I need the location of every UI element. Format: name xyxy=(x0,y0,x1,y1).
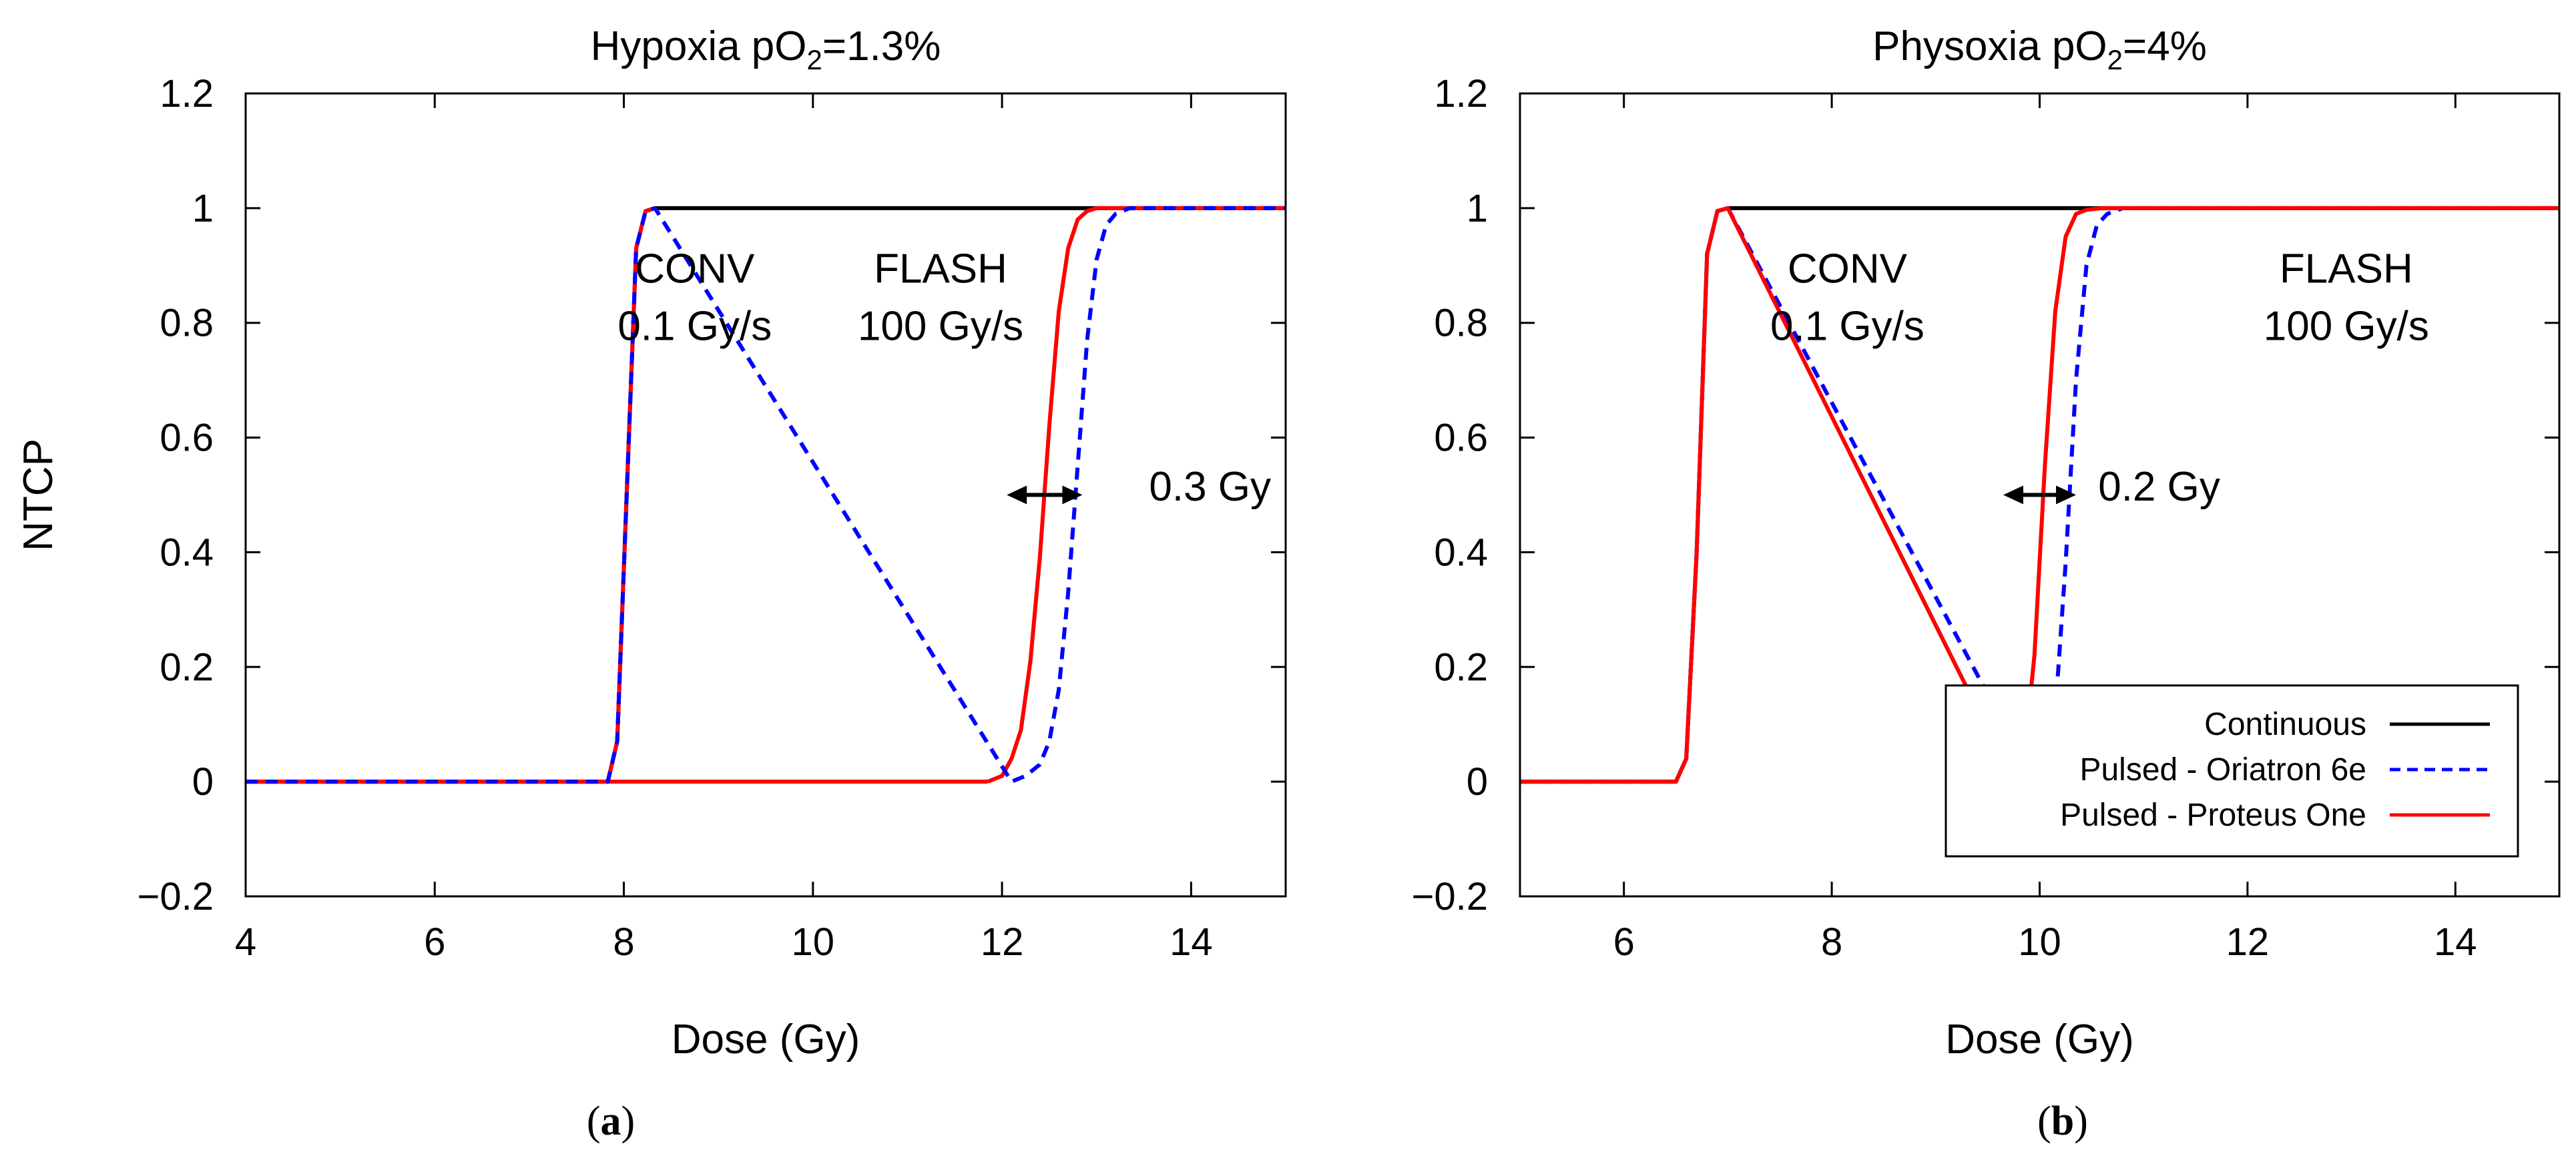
chart-title-subscript: 2 xyxy=(807,44,822,75)
legend: Continuous Pulsed - Oriatron 6e Pulsed - P… xyxy=(1945,684,2519,858)
panel-caption-letter: b xyxy=(2051,1099,2074,1144)
difference-arrow-head-right xyxy=(1062,485,1083,505)
y-tick-label: 1.2 xyxy=(1434,72,1488,115)
chart-title: Physoxia pO2=4% xyxy=(1872,23,2207,75)
chart-title-subscript: 2 xyxy=(2107,44,2123,75)
x-tick-label: 4 xyxy=(235,920,256,964)
x-axis-label: Dose (Gy) xyxy=(1945,1016,2133,1063)
annotation-text: FLASH xyxy=(2280,246,2413,292)
y-tick-label: 1 xyxy=(192,187,214,230)
y-tick-label: 0 xyxy=(1467,760,1488,804)
y-tick-label: 1 xyxy=(1467,187,1488,230)
panel-caption-open: ( xyxy=(587,1099,601,1144)
panel-b-chart: Physoxia pO2=4% −0.2 0 0.2 0.4 0.6 0.8 1 1.2 6 8 10… xyxy=(1412,23,2561,1063)
x-tick-label: 6 xyxy=(424,920,445,964)
panel-caption: (b) xyxy=(2037,1099,2088,1144)
series-line-continuous xyxy=(246,206,1286,784)
annotation-text: 0.1 Gy/s xyxy=(1770,303,1924,349)
annotation-text: 0.1 Gy/s xyxy=(617,303,772,349)
panel-caption: (a) xyxy=(587,1099,635,1144)
legend-box xyxy=(1945,684,2519,858)
annotation-text: CONV xyxy=(635,246,755,292)
chart-title-main: Physoxia pO xyxy=(1872,23,2107,69)
annotation-text: 0.3 Gy xyxy=(1149,464,1271,510)
y-axis-label: NTCP xyxy=(15,439,61,551)
annotation-text: 100 Gy/s xyxy=(858,303,1023,349)
legend-label: Continuous xyxy=(2204,707,2366,742)
difference-arrow-head-left xyxy=(2003,485,2024,505)
y-tick-label: 0.4 xyxy=(1434,531,1488,574)
panel-caption-close: ) xyxy=(621,1099,635,1144)
x-tick-label: 8 xyxy=(613,920,634,964)
x-tick-label: 6 xyxy=(1613,920,1635,964)
series-line-pulsed-proteus-one xyxy=(987,206,1286,784)
chart-title: Hypoxia pO2=1.3% xyxy=(591,23,941,75)
y-tick-label: −0.2 xyxy=(138,875,214,918)
x-tick-label: 14 xyxy=(1170,920,1213,964)
series-line-pulsed-oriatron-6e xyxy=(246,206,1286,784)
plot-frame xyxy=(244,92,1287,898)
chart-title-main: Hypoxia pO xyxy=(591,23,807,69)
annotation-text: CONV xyxy=(1788,246,1908,292)
y-tick-label: 0.2 xyxy=(1434,645,1488,689)
y-tick-label: 0.2 xyxy=(160,645,214,689)
x-axis-label: Dose (Gy) xyxy=(672,1016,860,1063)
y-tick-label: 0.6 xyxy=(1434,416,1488,460)
x-tick-label: 14 xyxy=(2434,920,2477,964)
y-tick-label: 0 xyxy=(192,760,214,804)
difference-arrow-head-right xyxy=(2055,485,2076,505)
x-tick-label: 12 xyxy=(2226,920,2270,964)
x-tick-label: 10 xyxy=(792,920,835,964)
x-tick-label: 8 xyxy=(1821,920,1842,964)
chart-title-suffix: =1.3% xyxy=(822,23,941,69)
series-line-pulsed-proteus-one xyxy=(246,206,656,784)
legend-label: Pulsed - Proteus One xyxy=(2060,798,2366,833)
panel-caption-letter: a xyxy=(601,1099,621,1144)
panel-caption-open: ( xyxy=(2037,1099,2051,1144)
panel-a-chart: Hypoxia pO2=1.3% −0.2 0 0.2 0.4 0.6 0.8 1 1.2 4 6 8… xyxy=(15,23,1287,1063)
x-tick-label: 10 xyxy=(2018,920,2061,964)
chart-title-suffix: =4% xyxy=(2123,23,2207,69)
y-tick-label: 0.4 xyxy=(160,531,214,574)
panel-caption-close: ) xyxy=(2074,1099,2088,1144)
y-tick-label: 0.8 xyxy=(160,302,214,345)
panel-captions: (a) (b) xyxy=(587,1099,2088,1144)
annotation-text: 100 Gy/s xyxy=(2264,303,2429,349)
plot-frame xyxy=(1519,92,2561,898)
legend-label: Pulsed - Oriatron 6e xyxy=(2079,752,2366,788)
y-tick-label: −0.2 xyxy=(1412,875,1489,918)
y-tick-label: 1.2 xyxy=(160,72,214,115)
annotation-text: FLASH xyxy=(874,246,1007,292)
y-tick-label: 0.8 xyxy=(1434,302,1488,345)
annotation-text: 0.2 Gy xyxy=(2098,464,2220,510)
x-tick-label: 12 xyxy=(981,920,1024,964)
difference-arrow-head-left xyxy=(1007,485,1027,505)
y-tick-label: 0.6 xyxy=(160,416,214,460)
